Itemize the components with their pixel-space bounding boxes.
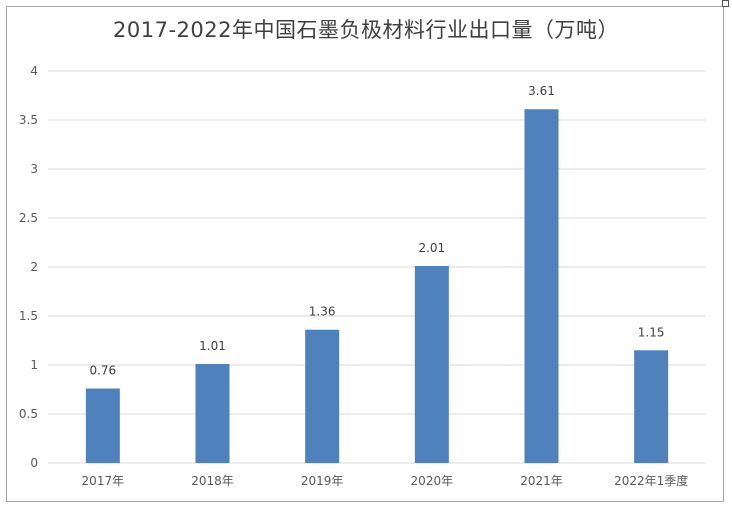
grid-layer	[48, 70, 706, 464]
bar	[195, 364, 230, 463]
bar	[634, 350, 669, 463]
value-label-layer: 0.76 1.01 1.36 2.01 3.61 1.15	[89, 84, 664, 377]
y-tick-label: 0	[30, 456, 38, 470]
x-tick-label: 2020年	[411, 474, 454, 488]
y-tick-label: 1.5	[19, 309, 38, 323]
y-tick-label: 3	[30, 162, 38, 176]
chart-frame	[6, 6, 724, 502]
y-tick-label: 2	[30, 260, 38, 274]
value-label: 1.36	[309, 305, 336, 319]
x-tick-label: 2022年1季度	[614, 473, 688, 488]
bar-layer	[85, 109, 669, 463]
corner-handle	[722, 0, 729, 7]
value-label: 0.76	[89, 364, 116, 378]
y-tick-label: 2.5	[19, 211, 38, 225]
y-tick-label: 3.5	[19, 113, 38, 127]
x-tick-label: 2018年	[191, 474, 234, 488]
bar	[524, 109, 559, 463]
bar	[85, 388, 120, 463]
value-label: 2.01	[418, 241, 445, 255]
bar	[414, 266, 449, 463]
value-label: 1.01	[199, 339, 226, 353]
x-tick-label: 2019年	[301, 474, 344, 488]
x-axis-ticks: 2017年 2018年 2019年 2020年 2021年 2022年1季度	[82, 473, 689, 488]
x-tick-label: 2021年	[520, 474, 563, 488]
x-tick-label: 2017年	[82, 474, 125, 488]
y-tick-label: 0.5	[19, 407, 38, 421]
y-tick-label: 4	[30, 64, 38, 78]
chart-title: 2017-2022年中国石墨负极材料行业出口量（万吨）	[113, 18, 619, 42]
y-tick-label: 1	[30, 358, 38, 372]
bar	[305, 329, 340, 463]
value-label: 3.61	[528, 84, 555, 98]
y-axis-ticks: 0 0.5 1 1.5 2 2.5 3 3.5 4	[19, 64, 38, 470]
value-label: 1.15	[638, 325, 665, 339]
